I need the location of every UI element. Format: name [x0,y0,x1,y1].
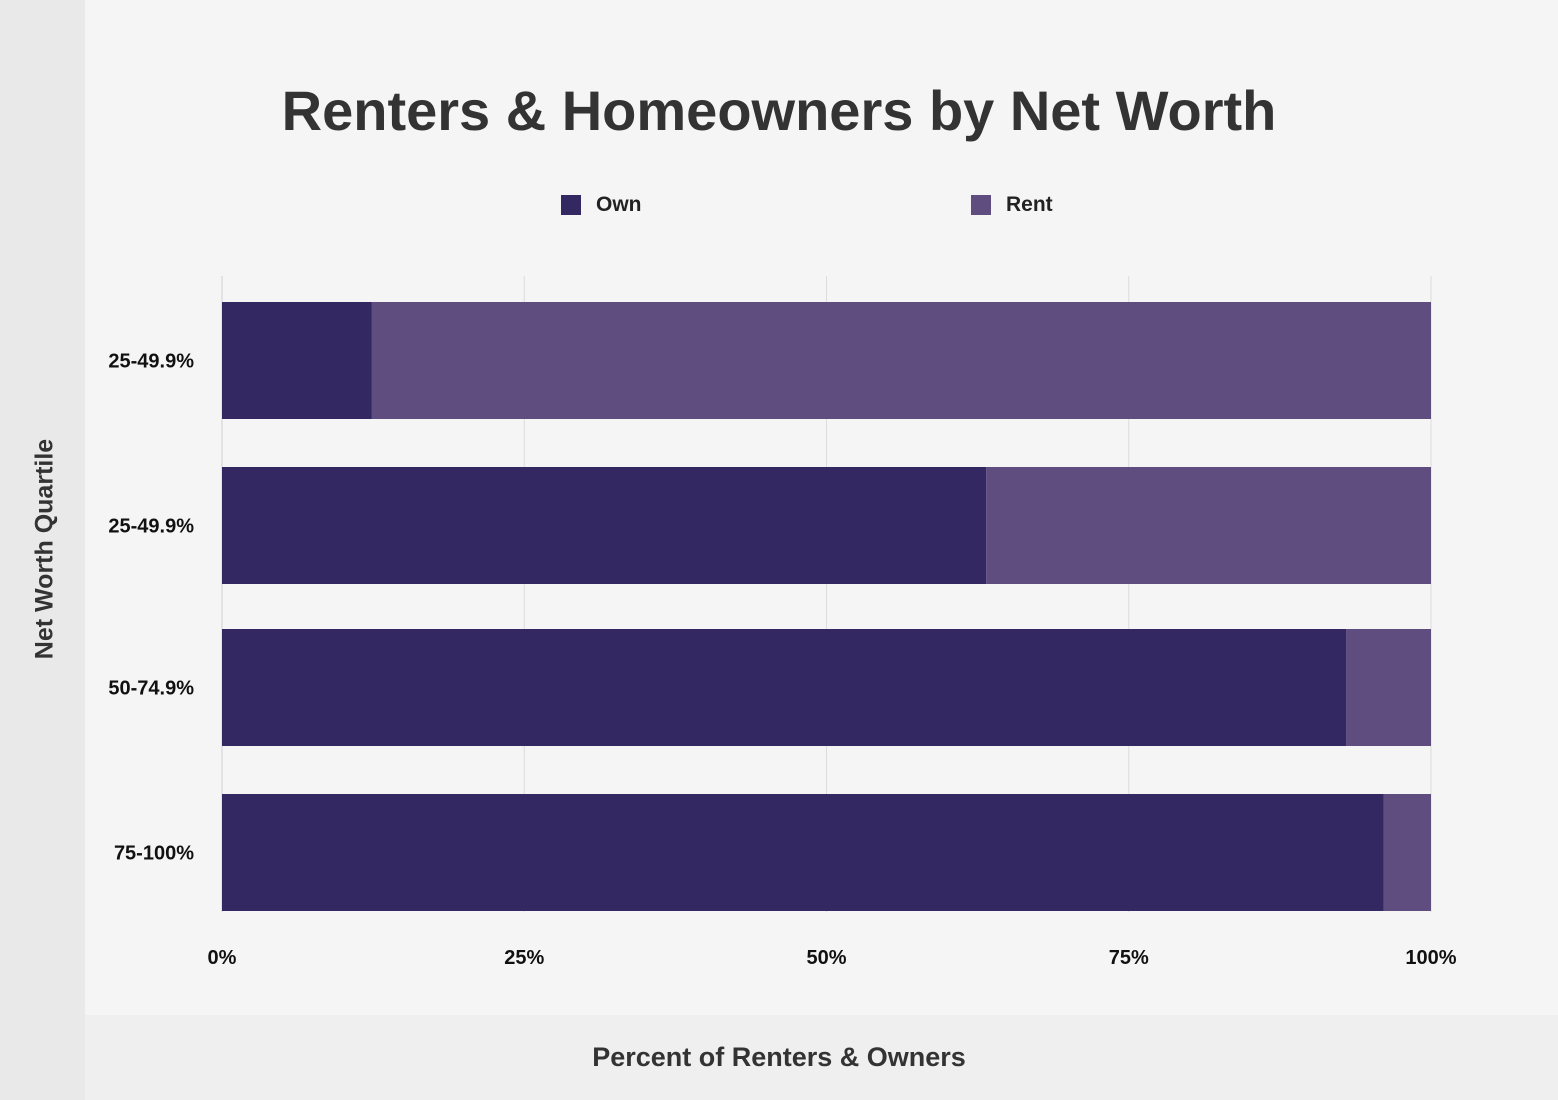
legend-label-own: Own [596,193,642,216]
legend-swatch-rent [971,195,991,215]
legend-item-own: Own [561,193,642,217]
legend: Own Rent [0,193,1558,223]
bar-rent [1346,629,1431,746]
x-tick-label: 25% [504,947,544,969]
legend-item-rent: Rent [971,193,1053,217]
x-tick-label: 75% [1109,947,1149,969]
x-tick-label: 50% [806,947,846,969]
bar-rent [1383,794,1431,911]
y-tick-label: 75-100% [114,843,194,865]
x-axis-title: Percent of Renters & Owners [592,1042,966,1072]
bar-own [222,302,372,419]
bar-rent [371,302,1431,419]
bar-own [222,467,987,584]
bar-own [222,794,1384,911]
bar-rent [986,467,1431,584]
chart-title: Renters & Homeowners by Net Worth [281,79,1277,142]
y-tick-label: 50-74.9% [108,678,194,700]
y-tick-label: 25-49.9% [108,351,194,373]
y-tick-label: 25-49.9% [108,516,194,538]
x-tick-label: 100% [1405,947,1456,969]
legend-swatch-own [561,195,581,215]
x-title-band [85,1015,1558,1100]
legend-label-rent: Rent [1006,193,1053,216]
x-tick-label: 0% [208,947,237,969]
left-margin [0,0,85,1100]
bar-own [222,629,1347,746]
